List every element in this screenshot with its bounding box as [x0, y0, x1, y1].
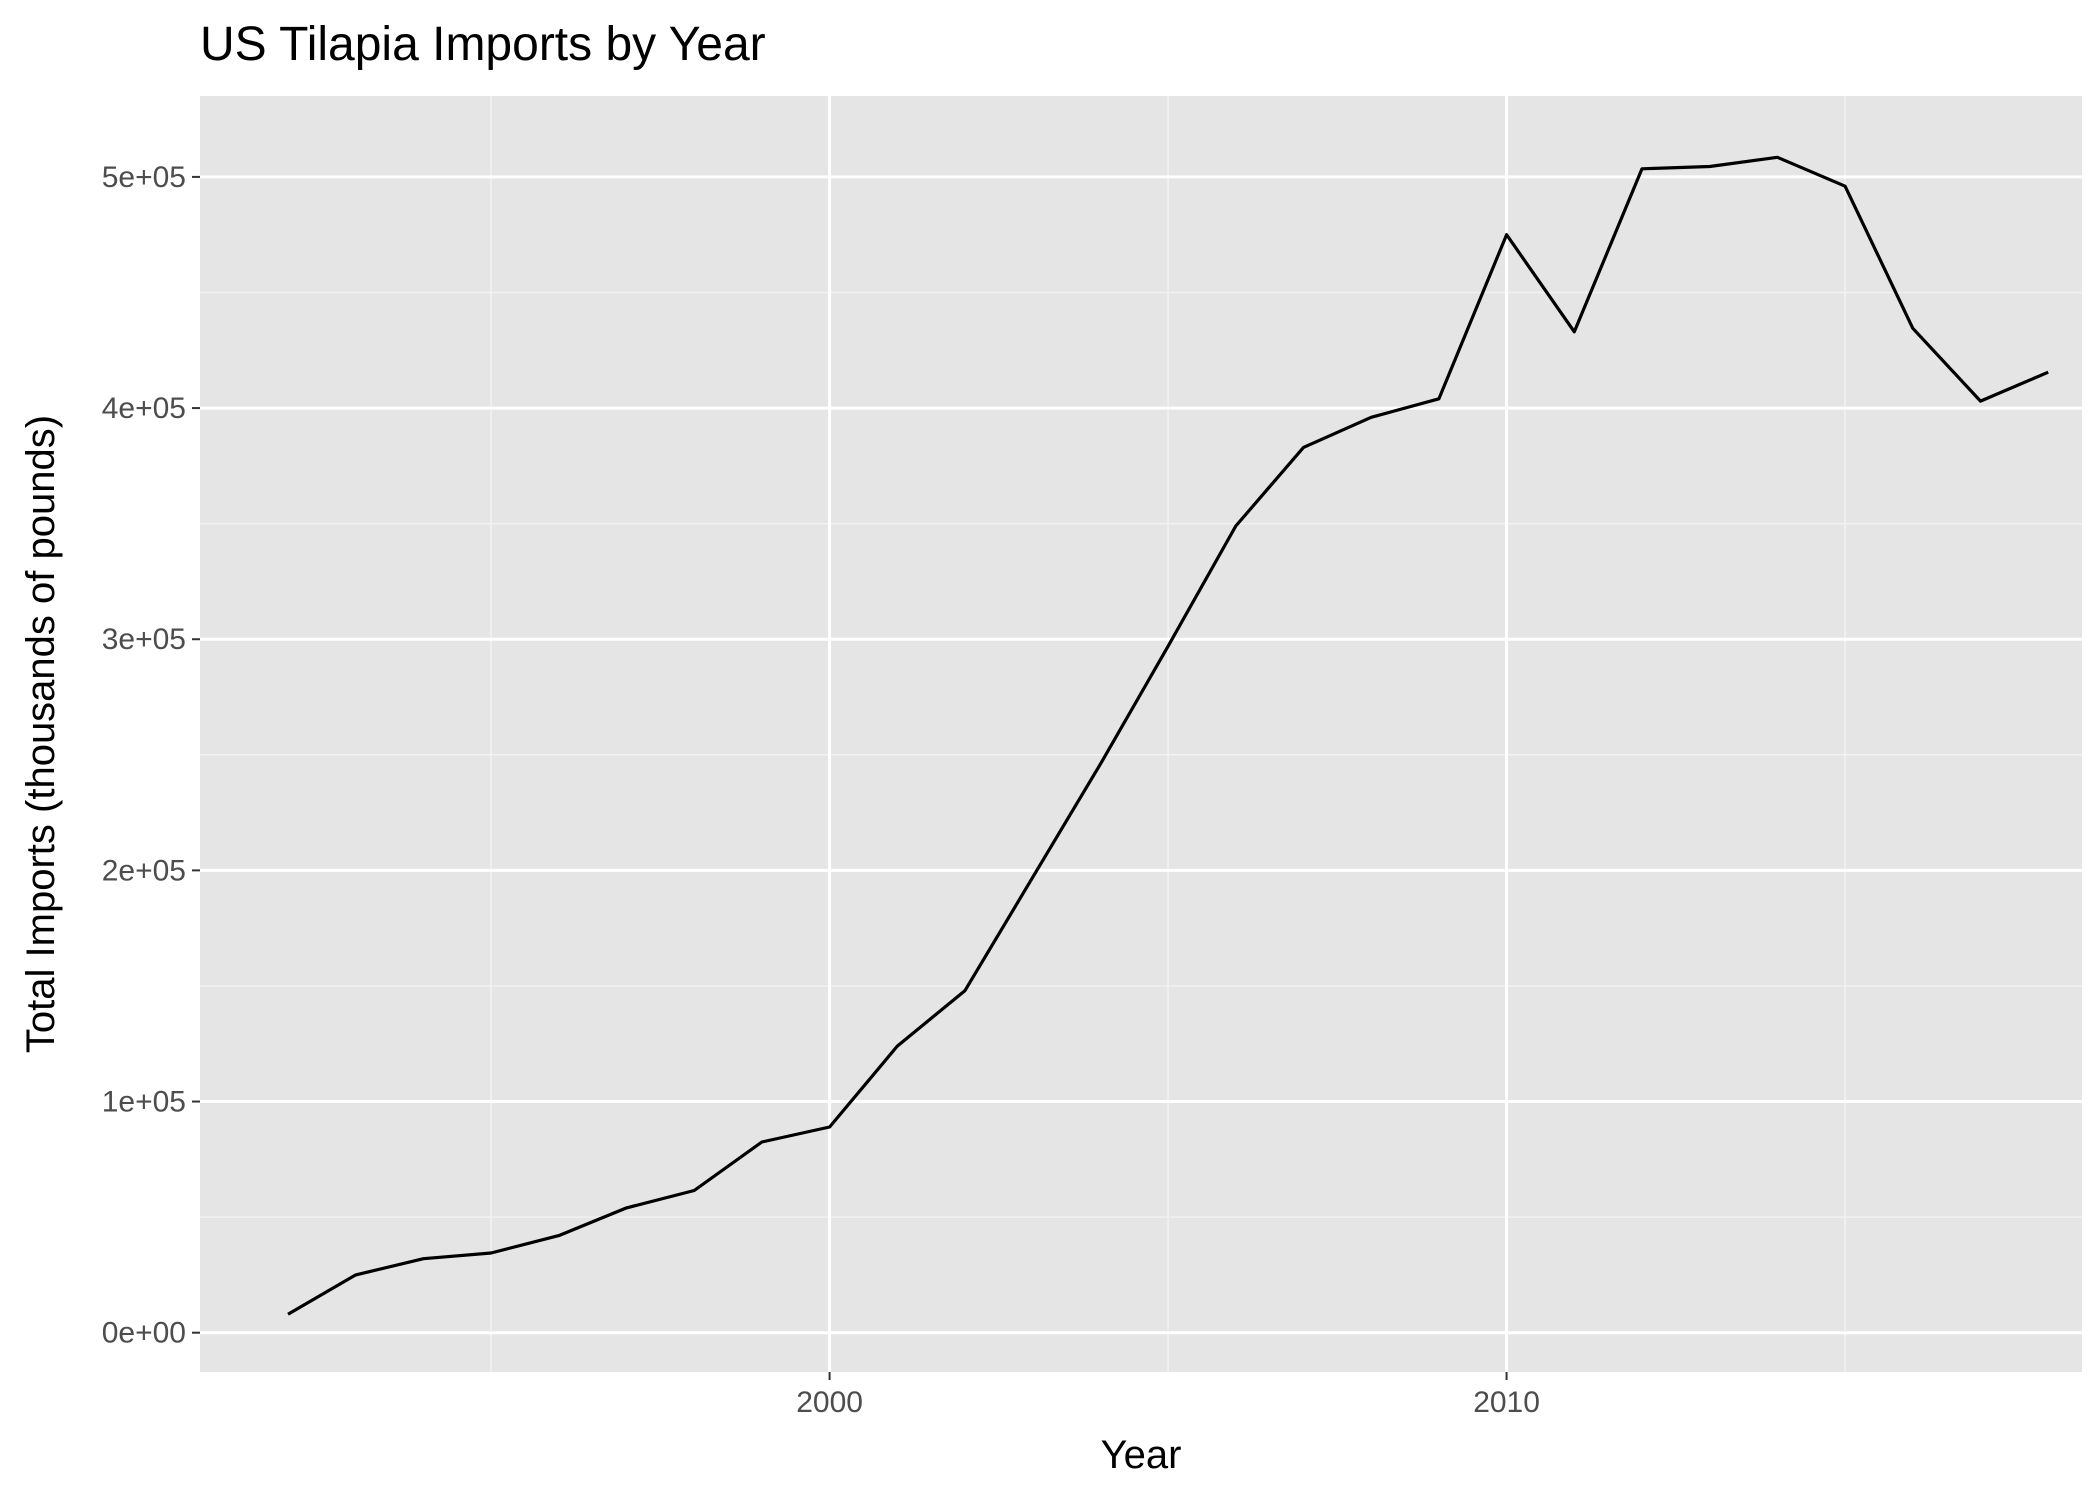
minor-gridlines — [200, 96, 2082, 1372]
series-line — [287, 155, 2049, 1316]
y-tick-label: 4e+05 — [102, 392, 186, 425]
x-axis-title: Year — [1101, 1433, 1182, 1477]
major-gridlines — [200, 96, 2082, 1372]
y-axis-title: Total Imports (thousands of pounds) — [19, 415, 63, 1053]
y-tick-label: 5e+05 — [102, 161, 186, 194]
y-axis: 0e+00 1e+05 2e+05 3e+05 4e+05 5e+05 — [102, 161, 200, 1350]
y-tick-label: 1e+05 — [102, 1086, 186, 1119]
x-axis: 2000 2010 — [796, 1372, 1540, 1419]
y-tick-label: 2e+05 — [102, 854, 186, 887]
y-tick-label: 0e+00 — [102, 1317, 186, 1350]
x-tick-label: 2000 — [796, 1386, 863, 1419]
x-tick-label: 2010 — [1473, 1386, 1540, 1419]
chart-title: US Tilapia Imports by Year — [200, 18, 766, 71]
plot-panel — [200, 96, 2082, 1372]
y-tick-label: 3e+05 — [102, 623, 186, 656]
